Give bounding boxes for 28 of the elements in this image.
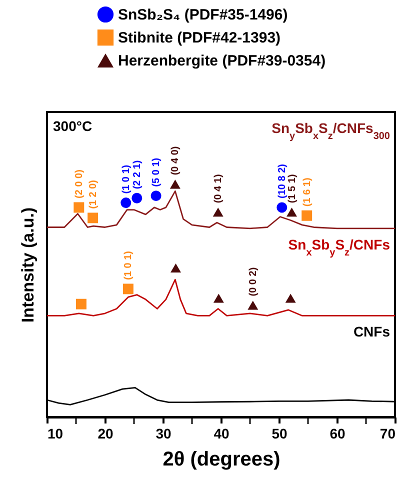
x-tick-label: 10 [48,426,64,442]
legend-label: Herzenbergite (PDF#39-0354) [118,52,326,70]
text: Sn$_{y}$Sb$_{x}$S$_{z}$/CNFs$_{300}$ [272,120,390,142]
x-tick-label: 30 [156,426,172,442]
annotation: (2 2 1) [132,160,143,190]
legend-label: Stibnite (PDF#42-1393) [118,30,281,46]
x-axis-title: 2θ (degrees) [162,448,280,470]
legend-label: SnSb₂S₄ (PDF#35-1496) [118,6,288,24]
annotation: (2 0 0) [74,170,85,198]
annotation: (1 2 0) [88,180,99,209]
annotation: (1 0 1) [123,251,134,280]
text: 300°C [53,118,92,134]
annotation: (5 0 1) [151,158,162,187]
text: CNFs [353,324,390,340]
x-tick-label: 50 [272,426,288,442]
annotation: (0 0 2) [248,267,259,296]
annotation: (1 5 1) [286,174,298,204]
annotation: (0 4 0) [170,146,182,176]
annotation: (10 8 2) [276,164,288,198]
x-tick-label: 60 [330,426,346,442]
annotation: (1 6 1) [302,178,313,207]
x-tick-label: 20 [98,426,114,442]
text: Sn$_{x}$Sb$_{y}$S$_{z}$/CNFs [288,236,390,258]
x-tick-label: 40 [214,426,230,442]
annotation: (1 0 1) [120,164,132,194]
annotation: (0 4 1) [213,174,224,204]
y-axis-title: Intensity (a.u.) [18,207,38,323]
x-tick-label: 70 [380,426,396,442]
